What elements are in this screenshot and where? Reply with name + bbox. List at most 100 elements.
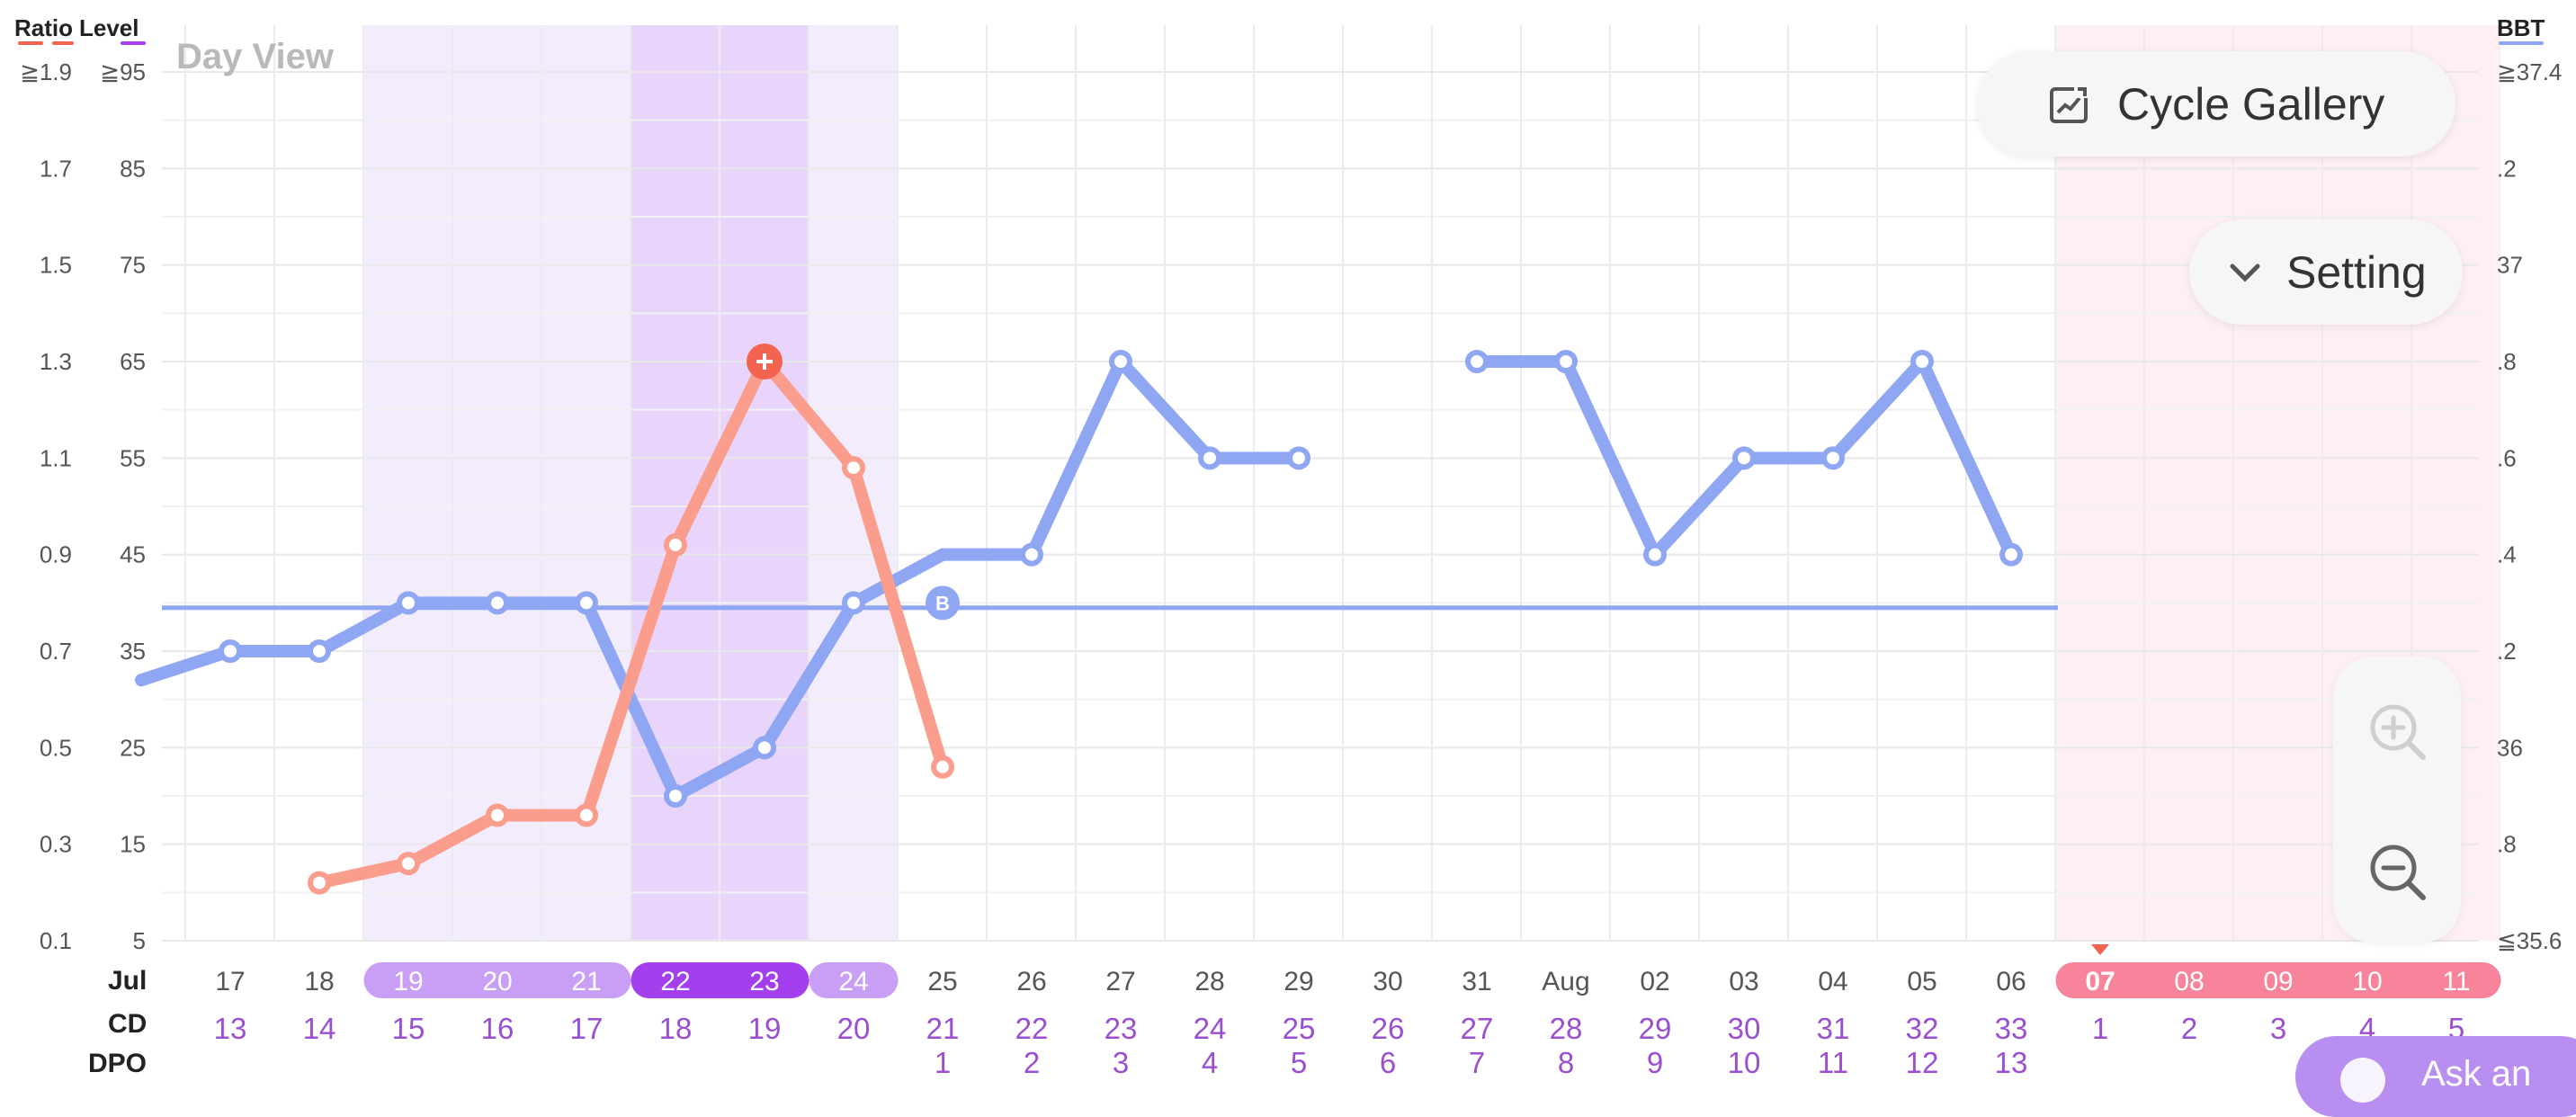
ratio-axis-label: Ratio xyxy=(14,14,73,41)
date-label: 10 xyxy=(2352,967,2382,996)
date-label: 26 xyxy=(1016,967,1046,996)
axis-ticks: ≧1.9 ≧95 1.7 85 1.5 75 1.3 65 1.1 55 0.9 45 0.7 35 0.5… xyxy=(20,58,2562,954)
date-pill-fill xyxy=(720,962,765,998)
phase-band-peak xyxy=(720,25,809,941)
ratio-tick: 0.5 xyxy=(40,734,72,761)
bbt-tick: .4 xyxy=(2497,541,2517,568)
bbt-point xyxy=(575,591,598,615)
cd-label: 2 xyxy=(2181,1012,2197,1045)
dpo-label: 1 xyxy=(935,1046,951,1079)
date-label: 07 xyxy=(2085,967,2115,996)
x-axis-labels: 1713181419152016211722182319242025211262… xyxy=(214,944,2501,1079)
date-label: 31 xyxy=(1462,967,1491,996)
cd-label: 3 xyxy=(2270,1012,2286,1045)
bbt-marker xyxy=(926,585,960,621)
zoom-out-icon[interactable] xyxy=(2366,840,2428,903)
bbt-point xyxy=(486,591,509,615)
level-tick: 45 xyxy=(120,541,146,568)
cycle-gallery-button[interactable]: Cycle Gallery xyxy=(1977,51,2455,156)
bbt-point xyxy=(1554,350,1578,373)
date-pill-fill xyxy=(2100,962,2145,998)
ratio-legend-swatch xyxy=(18,41,43,45)
date-pill-fill xyxy=(675,962,720,998)
date-label: 24 xyxy=(838,967,868,996)
bbt-legend-swatch xyxy=(2499,41,2544,45)
cd-label: 27 xyxy=(1461,1012,1494,1045)
chart-icon xyxy=(2050,83,2090,123)
view-title: Day View xyxy=(176,37,335,76)
date-pill-fill xyxy=(2411,962,2456,998)
level-point xyxy=(575,803,598,827)
bbt-point xyxy=(397,591,420,615)
bbt-point xyxy=(753,736,776,760)
phase-band-period xyxy=(2144,25,2234,941)
ask-expert-button[interactable]: Ask an xyxy=(2295,1036,2576,1117)
ask-label: Ask an xyxy=(2421,1054,2532,1094)
bbt-tick: ≦35.6 xyxy=(2497,927,2562,954)
dpo-label: 7 xyxy=(1469,1046,1485,1079)
dpo-label: 3 xyxy=(1113,1046,1129,1079)
ratio-tick: ≧1.9 xyxy=(20,58,72,85)
date-pill-fill xyxy=(541,962,586,998)
phase-band-fertile xyxy=(452,25,542,941)
setting-button[interactable]: Setting xyxy=(2189,219,2463,325)
date-label: 19 xyxy=(393,967,423,996)
date-label: 30 xyxy=(1373,967,1402,996)
date-label: 06 xyxy=(1996,967,2026,996)
bbt-point xyxy=(308,639,331,663)
date-label: 27 xyxy=(1105,967,1135,996)
ratio-tick: 0.7 xyxy=(40,638,72,665)
bbt-point xyxy=(1020,542,1043,567)
date-label: 20 xyxy=(482,967,512,996)
zoom-in-icon[interactable] xyxy=(2366,700,2428,763)
date-label: 29 xyxy=(1284,967,1313,996)
date-pill-period xyxy=(2144,962,2234,998)
cd-label: 16 xyxy=(481,1012,514,1045)
level-tick: 35 xyxy=(120,638,146,665)
dpo-label: 4 xyxy=(1202,1046,1218,1079)
dpo-label: 5 xyxy=(1291,1046,1307,1079)
dpo-label: 2 xyxy=(1024,1046,1040,1079)
level-point xyxy=(308,871,331,895)
date-label: 23 xyxy=(749,967,779,996)
dpo-label: 10 xyxy=(1728,1046,1761,1079)
bbt-marker-label: B xyxy=(935,592,950,614)
bbt-point xyxy=(1287,446,1310,470)
cd-label: 21 xyxy=(926,1012,960,1045)
bbt-point xyxy=(219,639,242,663)
dpo-label: 13 xyxy=(1995,1046,2028,1079)
dpo-label: 11 xyxy=(1818,1046,1848,1079)
bbt-tick: .2 xyxy=(2497,155,2517,182)
phase-band-period xyxy=(2055,25,2145,941)
ratio-tick: 1.7 xyxy=(40,155,72,182)
level-point xyxy=(664,532,687,557)
date-label: 09 xyxy=(2263,967,2293,996)
bbt-tick: 36 xyxy=(2497,734,2523,761)
date-label: 04 xyxy=(1818,967,1847,996)
cd-label: 32 xyxy=(1906,1012,1939,1045)
date-pill-fertile xyxy=(452,962,542,998)
fertility-chart: Ratio Level BBT Day View ≧1.9 ≧951.7 851.5… xyxy=(14,14,2562,1079)
ratio-tick: 1.3 xyxy=(40,348,72,375)
dpo-label: 6 xyxy=(1380,1046,1396,1079)
date-label: 22 xyxy=(660,967,690,996)
bbt-point xyxy=(1465,350,1489,373)
level-tick: 5 xyxy=(133,927,146,954)
level-tick: 65 xyxy=(120,348,146,375)
date-label: 05 xyxy=(1907,967,1936,996)
date-label: 25 xyxy=(927,967,957,996)
cd-label: 30 xyxy=(1728,1012,1761,1045)
bbt-point xyxy=(664,784,687,808)
cd-label: 19 xyxy=(748,1012,782,1045)
cd-label: 17 xyxy=(570,1012,604,1045)
setting-label: Setting xyxy=(2286,246,2427,298)
series: B xyxy=(135,344,2058,895)
level-legend-swatch xyxy=(121,41,146,45)
date-label: 28 xyxy=(1194,967,1224,996)
cd-row-label: CD xyxy=(108,1009,147,1039)
cd-label: 26 xyxy=(1372,1012,1405,1045)
bbt-tick: ≧37.4 xyxy=(2497,58,2562,85)
bbt-line xyxy=(135,355,1305,802)
bbt-point xyxy=(1732,446,1756,470)
level-tick: 85 xyxy=(120,155,146,182)
